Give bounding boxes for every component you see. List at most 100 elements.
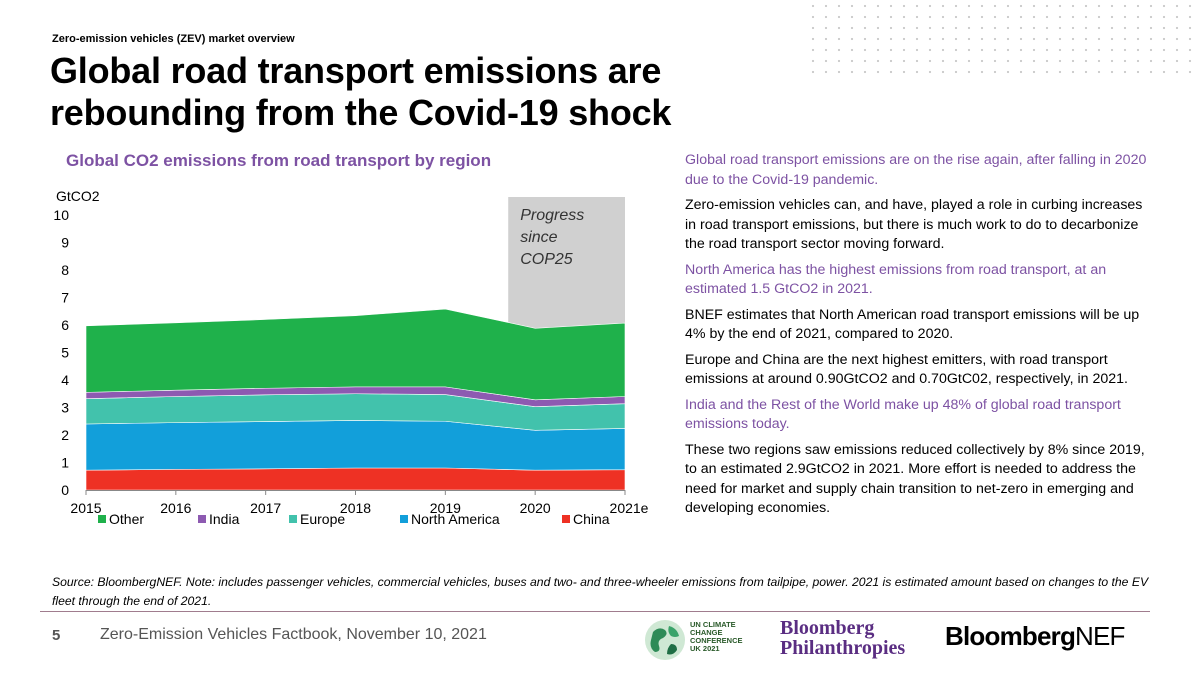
decor-dot [811,48,815,52]
decor-dot [1019,26,1023,30]
legend-label: China [573,511,610,527]
decor-dot [1084,4,1088,8]
decor-dot [1162,48,1166,52]
annotation-text: COP25 [520,251,573,268]
decor-dot [1136,4,1140,8]
legend-swatch [198,515,206,523]
decor-dot [850,59,854,63]
decor-dot [915,59,919,63]
decor-dot [850,15,854,19]
decor-dot [902,15,906,19]
y-tick-label: 2 [61,427,69,443]
decor-dot [1019,59,1023,63]
decorative-dot-grid [811,4,1192,74]
decor-dot [967,59,971,63]
decor-dot [928,48,932,52]
decor-dot [1188,26,1192,30]
decor-dot [967,15,971,19]
decor-dot [1136,48,1140,52]
decor-dot [889,59,893,63]
decor-dot [1006,4,1010,8]
publication-label: Zero-Emission Vehicles Factbook, Novembe… [100,626,487,643]
decor-dot [850,26,854,30]
decor-dot [837,59,841,63]
decor-dot [1175,15,1179,19]
commentary-panel: Global road transport emissions are on t… [685,151,1155,525]
decor-dot [1149,37,1153,41]
decor-dot [1045,59,1049,63]
decor-dot [837,37,841,41]
decor-dot [1123,26,1127,30]
decor-dot [941,37,945,41]
decor-dot [1123,15,1127,19]
decor-dot [993,15,997,19]
decor-dot [863,26,867,30]
decor-dot [863,48,867,52]
decor-dot [1175,59,1179,63]
decor-dot [1071,59,1075,63]
commentary-highlight-6: India and the Rest of the World make up … [685,396,1121,433]
decor-dot [954,15,958,19]
decor-dot [1058,48,1062,52]
decor-dot [915,37,919,41]
decor-dot [1175,48,1179,52]
decor-dot [824,59,828,63]
decor-dot [1136,37,1140,41]
decor-dot [967,26,971,30]
decor-dot [1110,26,1114,30]
decor-dot [941,15,945,19]
decor-dot [824,70,828,74]
bloombergnef-logo: BloombergNEF [945,621,1125,652]
decor-dot [1175,26,1179,30]
decor-dot [1097,15,1101,19]
decor-dot [889,4,893,8]
decor-dot [1110,59,1114,63]
annotation-text: since [520,229,557,246]
decor-dot [993,4,997,8]
decor-dot [967,37,971,41]
decor-dot [1136,59,1140,63]
decor-dot [1084,48,1088,52]
decor-dot [811,15,815,19]
decor-dot [1162,59,1166,63]
decor-dot [993,48,997,52]
decor-dot [902,26,906,30]
decor-dot [1006,70,1010,74]
decor-dot [967,4,971,8]
decor-dot [980,15,984,19]
area-other [85,308,626,401]
bloomberg-philanthropies-logo: Bloomberg Philanthropies [780,618,905,658]
decor-dot [1149,70,1153,74]
decor-dot [876,15,880,19]
decor-dot [941,26,945,30]
decor-dot [850,48,854,52]
decor-dot [980,37,984,41]
decor-dot [863,59,867,63]
decor-dot [837,70,841,74]
decor-dot [1188,37,1192,41]
decor-dot [1175,37,1179,41]
page-number: 5 [52,627,61,644]
decor-dot [1188,70,1192,74]
decor-dot [928,26,932,30]
x-tick-label: 2019 [430,500,461,516]
legend-label: Other [109,511,144,527]
decor-dot [1019,15,1023,19]
y-tick-label: 5 [61,345,69,361]
decor-dot [954,48,958,52]
decor-dot [1084,70,1088,74]
y-tick-label: 0 [61,482,69,498]
decor-dot [1019,70,1023,74]
decor-dot [837,26,841,30]
decor-dot [967,70,971,74]
decor-dot [1123,48,1127,52]
decor-dot [941,4,945,8]
decor-dot [1058,70,1062,74]
decor-dot [811,59,815,63]
commentary-paragraph-5: Europe and China are the next highest em… [685,351,1128,388]
decor-dot [837,15,841,19]
decor-dot [1097,70,1101,74]
decor-dot [1188,4,1192,8]
commentary-highlight-1: Global road transport emissions are on t… [685,152,1147,188]
decor-dot [889,70,893,74]
